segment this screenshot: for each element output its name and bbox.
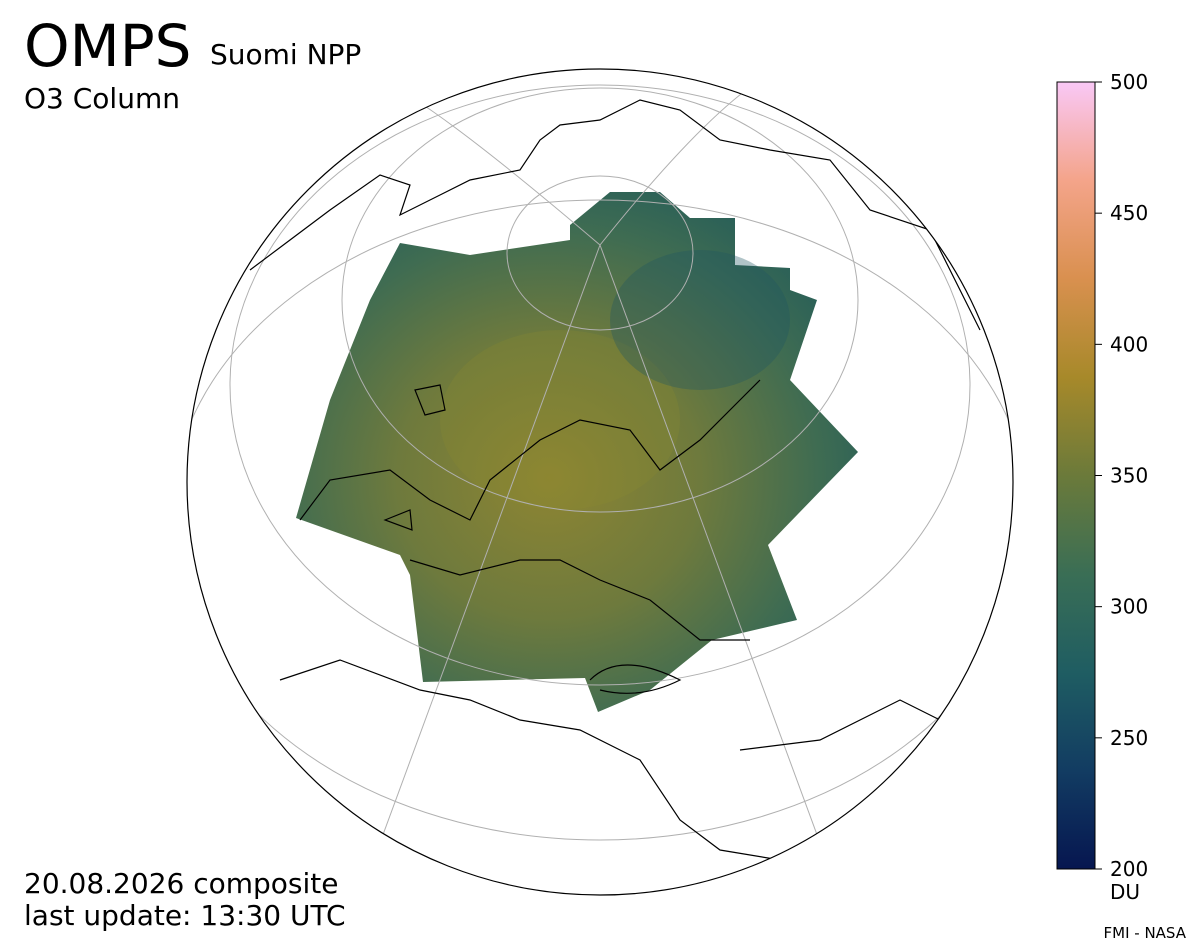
satellite: Suomi NPP	[210, 38, 361, 71]
colorbar-tick-label: 250	[1110, 726, 1148, 750]
ozone-swath	[296, 192, 858, 712]
colorbar-tick-label: 400	[1110, 332, 1148, 356]
date-line: 20.08.2026 composite	[24, 867, 339, 900]
globe	[187, 69, 1013, 895]
colorbar-tick-label: 300	[1110, 595, 1148, 619]
credit: FMI - NASA	[1104, 924, 1187, 942]
colorbar-tick-label: 200	[1110, 857, 1148, 881]
globe-outline	[186, 68, 1014, 896]
colorbar-tick-label: 500	[1110, 70, 1148, 94]
colorbar-tick-label: 450	[1110, 201, 1148, 225]
title: OMPS	[24, 12, 192, 80]
colorbar	[1056, 81, 1096, 870]
colorbar-tick-label: 350	[1110, 464, 1148, 488]
update-line: last update: 13:30 UTC	[24, 899, 346, 932]
product: O3 Column	[24, 82, 180, 115]
colorbar-unit: DU	[1110, 880, 1140, 904]
coastlines	[249, 99, 981, 861]
